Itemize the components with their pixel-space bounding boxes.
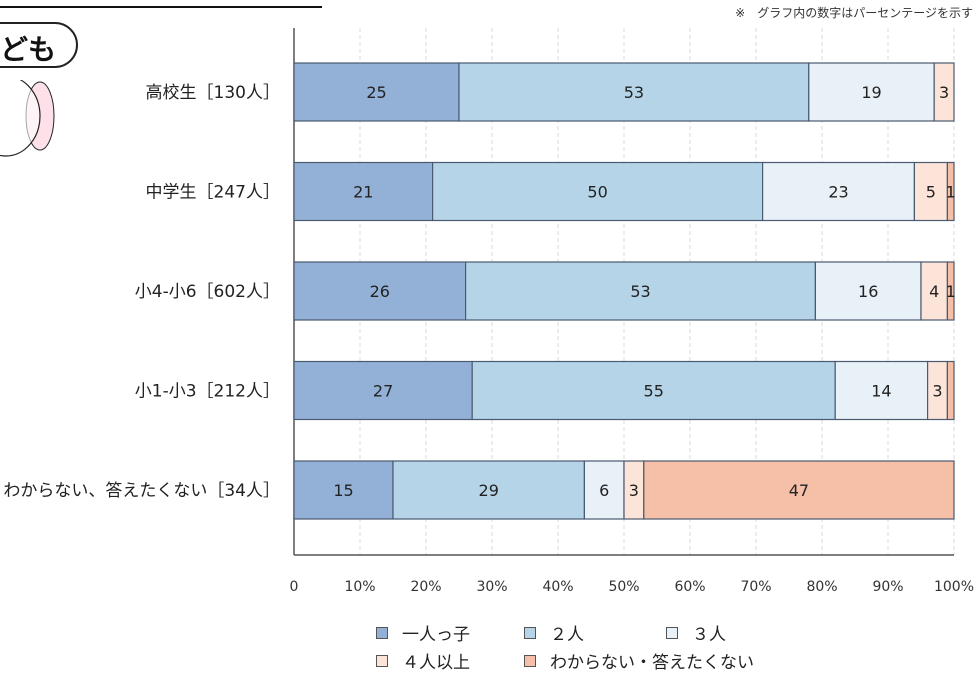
header-rule: [0, 6, 322, 8]
bar-segment: [946, 360, 955, 421]
category-label: 中学生［247人］: [146, 183, 280, 203]
legend-item: わからない・答えたくない: [524, 648, 754, 673]
x-tick-label: 50%: [608, 579, 639, 595]
legend-swatch: [666, 626, 678, 639]
x-tick-label: 80%: [806, 579, 837, 595]
legend-swatch: [524, 626, 536, 639]
data-label: 15: [333, 481, 353, 500]
legend-swatch: [376, 626, 388, 639]
legend-label: ３人: [692, 625, 726, 645]
data-label: 14: [871, 382, 891, 401]
data-label: 27: [373, 382, 393, 401]
x-tick-label: 30%: [476, 579, 507, 595]
bar-segment: [643, 460, 955, 520]
bar-segment: [293, 460, 394, 520]
x-tick-label: 40%: [542, 579, 573, 595]
legend-item: ３人: [666, 620, 726, 645]
category-label: 小1-小3［212人］: [135, 382, 280, 402]
bar-segment: [946, 161, 955, 222]
section-badge-label: ども: [0, 33, 57, 66]
bar-segment: [933, 62, 955, 122]
bar-segment: [761, 161, 915, 222]
x-tick-label: 60%: [674, 579, 705, 595]
chart-note: ※ グラフ内の数字はパーセンテージを示す: [735, 6, 973, 20]
data-label: 23: [828, 183, 848, 202]
bar-segment: [814, 261, 922, 321]
legend-label: ２人: [550, 625, 584, 645]
bar-segment: [432, 161, 764, 222]
data-label: 21: [353, 183, 373, 202]
x-tick-label: 10%: [344, 579, 375, 595]
x-tick-label: 100%: [934, 579, 974, 595]
category-label: 高校生［130人］: [146, 83, 280, 103]
data-label: 29: [479, 481, 499, 500]
data-label: 16: [858, 282, 878, 301]
bar-segment: [834, 360, 929, 421]
legend-label: わからない・答えたくない: [550, 653, 754, 673]
data-label: 1: [946, 183, 956, 202]
bar-segment: [465, 261, 816, 321]
data-label: 55: [644, 382, 664, 401]
data-label: 3: [939, 83, 949, 102]
category-label: わからない、答えたくない［34人］: [3, 481, 280, 501]
bar-segment: [392, 460, 585, 520]
data-label: 47: [789, 481, 809, 500]
data-label: 19: [861, 83, 881, 102]
bar-segment: [808, 62, 935, 122]
data-label: 26: [370, 282, 390, 301]
legend-label: ４人以上: [402, 653, 470, 673]
x-tick-label: 90%: [872, 579, 903, 595]
bar-segment: [293, 261, 467, 321]
bar-segment: [946, 261, 955, 321]
x-tick-label: 70%: [740, 579, 771, 595]
data-label: 25: [366, 83, 386, 102]
data-label: 50: [587, 183, 607, 202]
bar-segment: [458, 62, 810, 122]
x-tick-label: 0: [290, 579, 299, 595]
data-label: 1: [946, 282, 956, 301]
bar-segment: [583, 460, 625, 520]
legend-label: 一人っ子: [402, 625, 470, 645]
data-label: 4: [929, 282, 939, 301]
data-label: 5: [926, 183, 936, 202]
data-label: 6: [599, 481, 609, 500]
section-badge: [0, 22, 78, 68]
venn-icon: [0, 80, 55, 157]
legend-swatch: [376, 654, 388, 667]
x-tick-label: 20%: [410, 579, 441, 595]
stacked-bar-chart: 0 10% 20% 30% 40% 50% 60% 70% 80% 90% 100% 高校生［130人…: [3, 28, 974, 595]
data-label: 3: [932, 382, 942, 401]
bar-segment: [471, 360, 836, 421]
legend-item: ２人: [524, 620, 584, 645]
data-label: 3: [629, 481, 639, 500]
legend-item: 一人っ子: [376, 620, 470, 645]
data-label: 53: [624, 83, 644, 102]
bar-segment: [293, 360, 473, 421]
legend-swatch: [524, 654, 536, 667]
legend-item: ４人以上: [376, 648, 470, 673]
bar-segment: [293, 161, 434, 222]
data-label: 53: [630, 282, 650, 301]
category-label: 小4-小6［602人］: [135, 282, 280, 302]
